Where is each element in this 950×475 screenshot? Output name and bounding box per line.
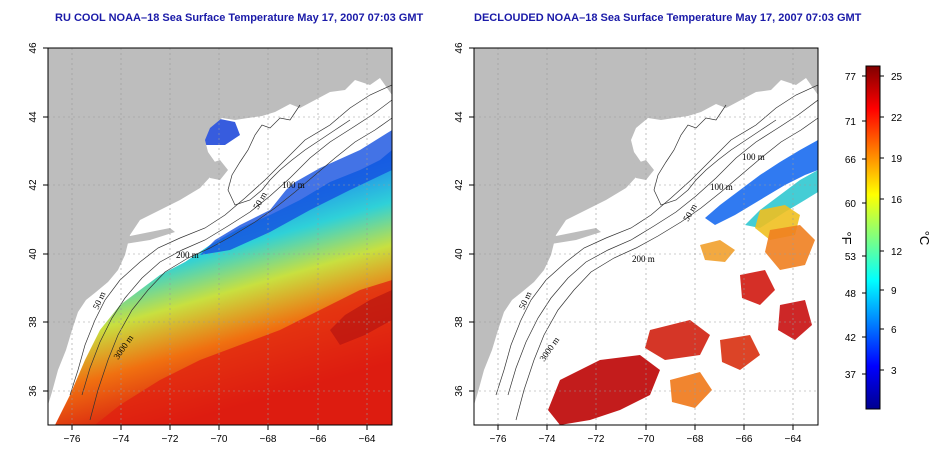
- colorbar-f-tick: 71: [845, 117, 857, 128]
- right-lat-tick: 46: [454, 42, 465, 54]
- right-red-patch-2: [778, 300, 812, 340]
- right-warm-patch-2: [765, 225, 815, 270]
- right-lon-tick: −74: [539, 434, 556, 445]
- right-lon-tick: −64: [785, 434, 802, 445]
- left-lon-tick: −76: [64, 434, 81, 445]
- left-lat-tick: 44: [28, 111, 39, 123]
- left-lon-tick: −64: [359, 434, 376, 445]
- right-red-patch-4: [720, 335, 760, 370]
- colorbar-c-tick: 25: [891, 72, 903, 83]
- right-lat-tick: 44: [454, 111, 465, 123]
- right-lat-tick: 38: [454, 316, 465, 328]
- right-lon-labels: −76 −74 −72 −70 −68 −66 −64: [490, 434, 802, 445]
- right-contour-label-100a: 100 m: [742, 152, 765, 162]
- left-contour-label-100: 100 m: [282, 180, 305, 190]
- colorbar-c-tick: 12: [891, 247, 903, 258]
- right-red-core: [548, 355, 660, 425]
- right-land: [474, 48, 818, 405]
- left-lat-tick: 40: [28, 248, 39, 260]
- right-lat-tick: 40: [454, 248, 465, 260]
- left-lon-tick: −72: [162, 434, 179, 445]
- left-shelf-band: [200, 130, 392, 255]
- left-lon-tick: −68: [260, 434, 277, 445]
- left-lat-tick: 38: [28, 316, 39, 328]
- right-lon-tick: −70: [638, 434, 655, 445]
- right-lat-tick: 42: [454, 179, 465, 191]
- colorbar-f-tick: 37: [845, 370, 857, 381]
- right-orange-patch: [670, 372, 712, 408]
- left-long-island: [120, 228, 175, 244]
- left-lat-tick: 46: [28, 42, 39, 54]
- left-land: [48, 48, 392, 405]
- right-red-patch-3: [645, 320, 710, 360]
- colorbar-f-tick: 53: [845, 252, 857, 263]
- right-long-island: [546, 228, 601, 244]
- left-lat-tick: 42: [28, 179, 39, 191]
- left-panel-title: RU COOL NOAA–18 Sea Surface Temperature …: [55, 12, 424, 24]
- right-cold-band: [705, 140, 818, 225]
- right-contour-label-100b: 100 m: [710, 182, 733, 192]
- left-cape-cod: [205, 160, 228, 180]
- left-lon-labels: −76 −74 −72 −70 −68 −66 −64: [64, 434, 376, 445]
- colorbar-f-tick: 77: [845, 72, 857, 83]
- colorbar-c-tick: 22: [891, 113, 903, 124]
- right-lon-tick: −66: [736, 434, 753, 445]
- colorbar-ticks: [862, 75, 884, 375]
- right-lon-tick: −68: [687, 434, 704, 445]
- right-lat-tick: 36: [454, 385, 465, 397]
- left-axis-ticks: [43, 47, 368, 430]
- colorbar-celsius-label: °C: [917, 231, 932, 246]
- colorbar-c-tick: 3: [891, 366, 897, 377]
- left-map-frame: [47, 47, 393, 426]
- colorbar-c-tick: 9: [891, 286, 897, 297]
- left-lon-tick: −70: [211, 434, 228, 445]
- colorbar-f-tick: 66: [845, 155, 857, 166]
- right-lon-tick: −76: [490, 434, 507, 445]
- right-map: 100 m 100 m 50 m 200 m 50 m 3000 m: [474, 48, 818, 425]
- colorbar: 77 71 66 60 53 48 42 37 25 22 19 16 12 9…: [839, 65, 932, 410]
- colorbar-c-tick: 19: [891, 154, 903, 165]
- left-lon-tick: −74: [113, 434, 130, 445]
- left-gulf-stream: [330, 290, 392, 345]
- right-lat-labels: 46 44 42 40 38 36: [454, 42, 465, 397]
- left-map: 100 m 50 m 200 m 50 m 3000 m: [48, 48, 392, 425]
- colorbar-c-tick: 6: [891, 325, 897, 336]
- right-axis-ticks: [469, 47, 794, 430]
- right-cape-cod: [631, 160, 654, 180]
- colorbar-fahrenheit-label: °F: [839, 231, 854, 244]
- left-lon-tick: −66: [310, 434, 327, 445]
- right-grid: [474, 48, 818, 425]
- left-grid: [48, 48, 392, 425]
- colorbar-f-tick: 48: [845, 289, 857, 300]
- right-red-patch-1: [740, 270, 775, 305]
- colorbar-f-tick: 42: [845, 333, 857, 344]
- colorbar-f-tick: 60: [845, 199, 857, 210]
- colorbar-gradient: [865, 65, 881, 410]
- right-contour-label-200: 200 m: [632, 254, 655, 264]
- left-bathymetry: [69, 84, 392, 421]
- right-warm-patch-3: [700, 240, 735, 262]
- right-lon-tick: −72: [588, 434, 605, 445]
- colorbar-c-tick: 16: [891, 195, 903, 206]
- left-contour-label-200: 200 m: [176, 250, 199, 260]
- left-lat-labels: 46 44 42 40 38 36: [28, 42, 39, 397]
- left-lat-tick: 36: [28, 385, 39, 397]
- right-panel-title: DECLOUDED NOAA–18 Sea Surface Temperatur…: [474, 12, 862, 24]
